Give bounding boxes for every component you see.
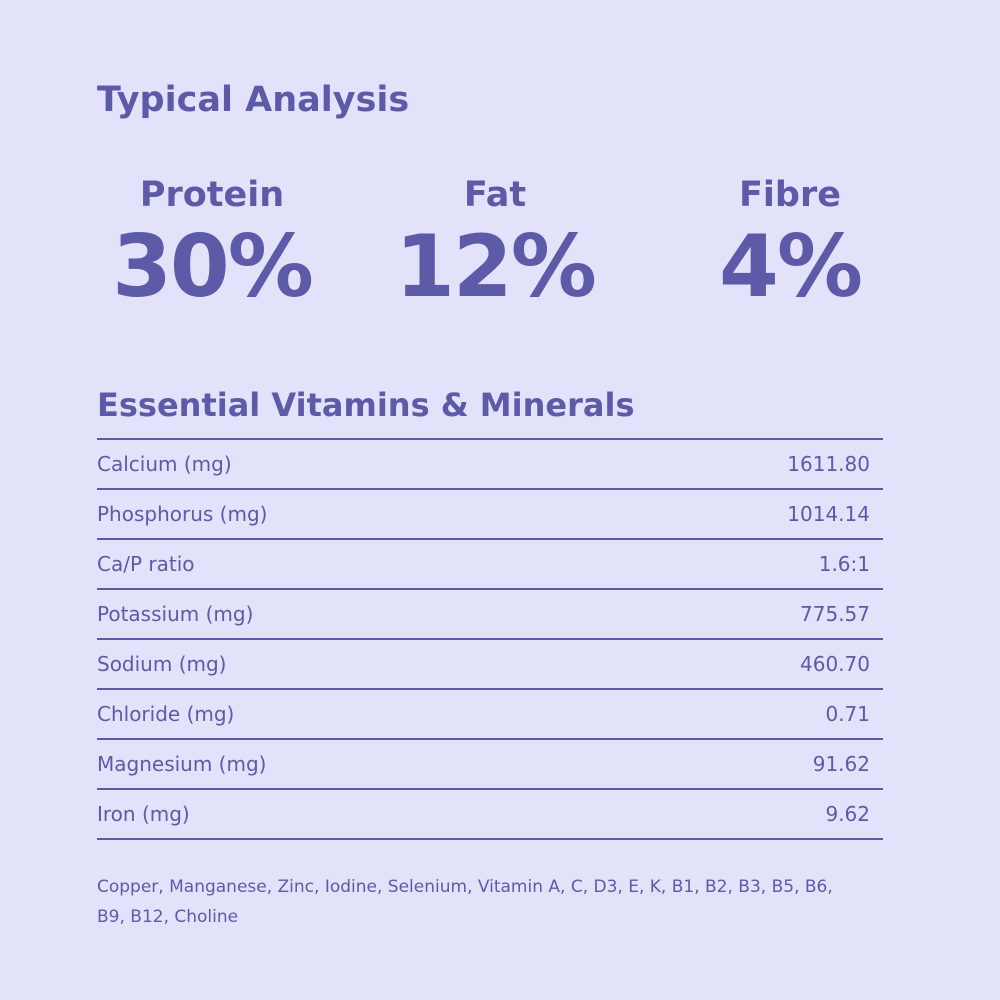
table-row: Iron (mg) 9.62 <box>97 790 883 840</box>
nutrient-name: Iron (mg) <box>97 802 190 826</box>
nutrient-value: 1.6:1 <box>818 552 870 576</box>
table-row: Calcium (mg) 1611.80 <box>97 440 883 490</box>
macro-value: 30% <box>112 217 314 317</box>
macro: Fat 12% <box>345 175 645 317</box>
nutrient-value: 460.70 <box>800 652 870 676</box>
table-row: Potassium (mg) 775.57 <box>97 590 883 640</box>
nutrient-name: Magnesium (mg) <box>97 752 267 776</box>
nutrient-name: Calcium (mg) <box>97 452 232 476</box>
nutrient-name: Chloride (mg) <box>97 702 235 726</box>
macro: Protein 30% <box>62 175 362 317</box>
macro-value: 4% <box>718 217 863 317</box>
nutrient-name: Sodium (mg) <box>97 652 227 676</box>
macro-label: Fibre <box>739 175 841 215</box>
nutrient-value: 1014.14 <box>787 502 870 526</box>
macro-label: Protein <box>139 175 285 215</box>
table-row: Magnesium (mg) 91.62 <box>97 740 883 790</box>
title: Typical Analysis <box>97 80 410 120</box>
macro-label: Fat <box>463 175 527 215</box>
nutrient-value: 1611.80 <box>787 452 870 476</box>
table: Calcium (mg) 1611.80 Phosphorus (mg) 1014.1… <box>97 438 883 840</box>
table-row: Ca/P ratio 1.6:1 <box>97 540 883 590</box>
nutrient-value: 775.57 <box>800 602 870 626</box>
nutrient-value: 9.62 <box>825 802 870 826</box>
section-title: Essential Vitamins & Minerals <box>97 386 635 424</box>
nutrient-value: 91.62 <box>812 752 870 776</box>
table-row: Chloride (mg) 0.71 <box>97 690 883 740</box>
macro: Fibre 4% <box>640 175 940 317</box>
table-row: Sodium (mg) 460.70 <box>97 640 883 690</box>
nutrient-value: 0.71 <box>825 702 870 726</box>
table-row: Phosphorus (mg) 1014.14 <box>97 490 883 540</box>
nutrient-name: Ca/P ratio <box>97 552 195 576</box>
footnote: Copper, Manganese, Zinc, Iodine, Seleniu… <box>97 877 833 927</box>
macro-value: 12% <box>395 217 597 317</box>
nutrient-name: Phosphorus (mg) <box>97 502 268 526</box>
nutrient-name: Potassium (mg) <box>97 602 254 626</box>
